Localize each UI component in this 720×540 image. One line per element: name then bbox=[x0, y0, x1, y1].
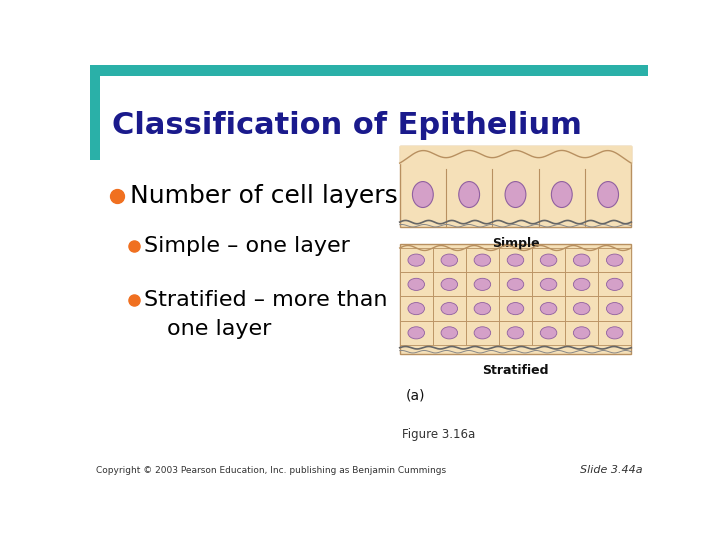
Ellipse shape bbox=[441, 254, 458, 266]
Text: Number of cell layers: Number of cell layers bbox=[130, 184, 398, 208]
Ellipse shape bbox=[606, 302, 623, 315]
Bar bbox=[433, 272, 466, 296]
Ellipse shape bbox=[507, 278, 523, 291]
Bar bbox=[400, 321, 433, 345]
Ellipse shape bbox=[573, 302, 590, 315]
Bar bbox=[499, 321, 532, 345]
Bar bbox=[598, 321, 631, 345]
Bar bbox=[565, 321, 598, 345]
Ellipse shape bbox=[606, 327, 623, 339]
Bar bbox=[499, 272, 532, 296]
Ellipse shape bbox=[413, 181, 433, 207]
Bar bbox=[400, 272, 433, 296]
Bar bbox=[598, 272, 631, 296]
Ellipse shape bbox=[441, 302, 458, 315]
Text: Stratified – more than: Stratified – more than bbox=[143, 290, 387, 310]
Bar bbox=[466, 296, 499, 321]
Bar bbox=[532, 321, 565, 345]
Text: Simple – one layer: Simple – one layer bbox=[143, 235, 349, 255]
Text: one layer: one layer bbox=[167, 319, 271, 339]
Text: Classification of Epithelium: Classification of Epithelium bbox=[112, 111, 582, 140]
Text: Figure 3.16a: Figure 3.16a bbox=[402, 428, 476, 441]
Bar bbox=[466, 321, 499, 345]
Ellipse shape bbox=[507, 302, 523, 315]
Ellipse shape bbox=[408, 327, 425, 339]
Ellipse shape bbox=[573, 254, 590, 266]
Ellipse shape bbox=[552, 181, 572, 207]
Bar bbox=[466, 272, 499, 296]
Bar bbox=[400, 146, 631, 227]
Bar bbox=[433, 296, 466, 321]
Ellipse shape bbox=[598, 181, 618, 207]
Bar bbox=[499, 296, 532, 321]
Bar bbox=[90, 69, 100, 160]
Ellipse shape bbox=[441, 327, 458, 339]
Ellipse shape bbox=[507, 254, 523, 266]
Bar bbox=[400, 244, 631, 354]
Ellipse shape bbox=[507, 327, 523, 339]
Bar bbox=[466, 248, 499, 272]
Ellipse shape bbox=[606, 278, 623, 291]
Bar bbox=[565, 296, 598, 321]
Ellipse shape bbox=[540, 254, 557, 266]
Ellipse shape bbox=[540, 302, 557, 315]
Ellipse shape bbox=[540, 327, 557, 339]
Ellipse shape bbox=[459, 181, 480, 207]
Ellipse shape bbox=[606, 254, 623, 266]
Ellipse shape bbox=[408, 254, 425, 266]
Text: (a): (a) bbox=[405, 388, 425, 402]
Ellipse shape bbox=[474, 327, 490, 339]
Bar bbox=[532, 296, 565, 321]
Ellipse shape bbox=[474, 254, 490, 266]
Ellipse shape bbox=[573, 327, 590, 339]
Ellipse shape bbox=[474, 278, 490, 291]
Text: Copyright © 2003 Pearson Education, Inc. publishing as Benjamin Cummings: Copyright © 2003 Pearson Education, Inc.… bbox=[96, 465, 446, 475]
Ellipse shape bbox=[408, 302, 425, 315]
Text: Stratified: Stratified bbox=[482, 364, 549, 377]
Bar bbox=[598, 296, 631, 321]
Ellipse shape bbox=[474, 302, 490, 315]
Bar bbox=[565, 248, 598, 272]
Bar bbox=[499, 248, 532, 272]
Bar bbox=[400, 296, 433, 321]
Bar bbox=[565, 272, 598, 296]
Ellipse shape bbox=[441, 278, 458, 291]
Bar bbox=[598, 248, 631, 272]
Bar bbox=[400, 248, 433, 272]
Ellipse shape bbox=[505, 181, 526, 207]
Ellipse shape bbox=[408, 278, 425, 291]
Text: Simple: Simple bbox=[492, 237, 539, 250]
Bar bbox=[433, 321, 466, 345]
Bar bbox=[532, 248, 565, 272]
Ellipse shape bbox=[540, 278, 557, 291]
Text: Slide 3.44a: Slide 3.44a bbox=[580, 465, 642, 475]
Bar bbox=[532, 272, 565, 296]
Bar bbox=[90, 65, 648, 76]
Bar bbox=[433, 248, 466, 272]
Ellipse shape bbox=[573, 278, 590, 291]
